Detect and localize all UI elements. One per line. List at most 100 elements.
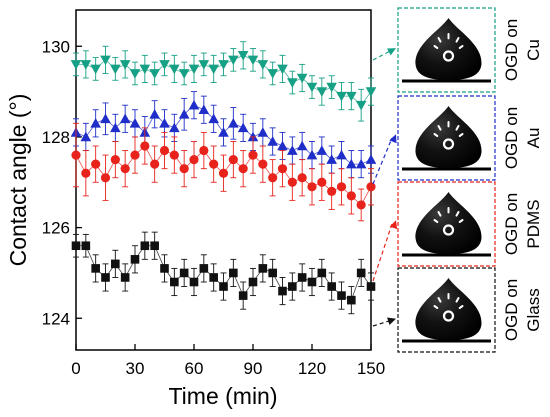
- droplet-highlight: [442, 138, 455, 150]
- droplet-reflection: [433, 45, 439, 49]
- x-tick-label: 150: [357, 359, 385, 378]
- data-point: [267, 136, 278, 146]
- data-point: [258, 264, 268, 273]
- droplet-reflection: [437, 297, 442, 303]
- data-point: [111, 259, 120, 269]
- droplet-reflection: [458, 133, 464, 137]
- data-point: [327, 186, 337, 196]
- data-point: [198, 60, 210, 70]
- data-point: [317, 268, 327, 278]
- data-point: [237, 122, 249, 133]
- droplet-reflection: [455, 37, 460, 43]
- plot-area: 0 30 60 90 120 150 124 126 128 130: [42, 9, 385, 378]
- data-point: [336, 182, 347, 192]
- data-point: [80, 60, 92, 70]
- droplet-panel: OGD on Glass: [397, 267, 543, 353]
- data-point: [90, 64, 101, 75]
- data-point: [316, 87, 328, 97]
- data-point: [209, 159, 219, 169]
- data-point: [90, 118, 101, 128]
- data-point: [365, 154, 377, 164]
- data-point: [306, 82, 318, 93]
- data-point: [257, 127, 269, 137]
- data-point: [365, 87, 377, 97]
- data-point: [199, 145, 209, 156]
- data-point: [288, 282, 297, 291]
- data-point: [219, 282, 228, 291]
- panel-label: OGD on: [502, 19, 521, 81]
- data-point: [336, 149, 347, 160]
- data-point: [326, 154, 337, 164]
- data-point: [71, 150, 81, 160]
- panel-substrate-label: Cu: [524, 39, 543, 61]
- data-point: [247, 55, 259, 66]
- data-point: [139, 64, 151, 75]
- data-point: [247, 131, 259, 142]
- data-point: [307, 182, 317, 192]
- y-tick-label: 130: [42, 37, 70, 56]
- data-point: [366, 282, 376, 291]
- data-point: [248, 150, 258, 160]
- data-point: [257, 60, 269, 70]
- droplet-reflection: [458, 45, 464, 49]
- x-axis-ticks: 0 30 60 90 120 150: [71, 344, 385, 378]
- data-point: [178, 108, 190, 119]
- data-point: [80, 131, 92, 142]
- data-point: [199, 264, 209, 273]
- data-point: [287, 145, 298, 155]
- connector-arrowhead: [387, 317, 396, 325]
- connector-arrowhead: [389, 134, 397, 144]
- data-point: [110, 122, 121, 133]
- data-point: [218, 127, 229, 137]
- data-point: [189, 277, 199, 287]
- data-point: [130, 255, 140, 264]
- data-point: [208, 113, 219, 124]
- data-point: [71, 241, 81, 251]
- data-point: [316, 145, 328, 155]
- droplet-reflection: [437, 125, 442, 131]
- data-point: [228, 118, 239, 128]
- data-point: [119, 60, 131, 70]
- data-point: [297, 273, 307, 282]
- data-point: [209, 273, 218, 282]
- data-point: [129, 69, 141, 79]
- data-point: [160, 264, 169, 273]
- data-point: [346, 91, 357, 102]
- droplet-highlight: [442, 50, 455, 62]
- series-circle: [71, 122, 376, 222]
- data-point: [170, 277, 179, 287]
- droplet: [415, 278, 482, 340]
- data-point: [327, 282, 336, 291]
- droplet-reflection: [455, 125, 460, 131]
- panel-label: OGD on: [502, 279, 521, 341]
- droplet-panel: OGD on Cu: [397, 7, 543, 93]
- series-square: [71, 231, 376, 315]
- data-point: [337, 291, 346, 300]
- data-point: [268, 268, 277, 278]
- data-point: [336, 91, 347, 102]
- data-point: [140, 241, 150, 251]
- data-point: [218, 168, 229, 178]
- data-point: [149, 69, 160, 79]
- data-point: [366, 182, 376, 192]
- y-axis-ticks: 124 126 128 130: [42, 37, 82, 328]
- data-point: [238, 291, 248, 300]
- data-point: [100, 55, 111, 66]
- x-tick-label: 90: [244, 359, 263, 378]
- data-point: [306, 149, 318, 160]
- data-point: [267, 69, 278, 79]
- data-point: [355, 158, 367, 169]
- droplet-highlight: [442, 224, 455, 236]
- droplet-panel: OGD on PDMS: [397, 181, 543, 267]
- data-point: [228, 155, 238, 165]
- data-point: [120, 273, 130, 282]
- data-point: [169, 64, 180, 75]
- data-point: [268, 173, 278, 183]
- data-point: [149, 108, 160, 119]
- data-point: [278, 286, 287, 296]
- data-point: [317, 177, 327, 187]
- data-point: [140, 141, 150, 151]
- x-tick-label: 120: [298, 359, 326, 378]
